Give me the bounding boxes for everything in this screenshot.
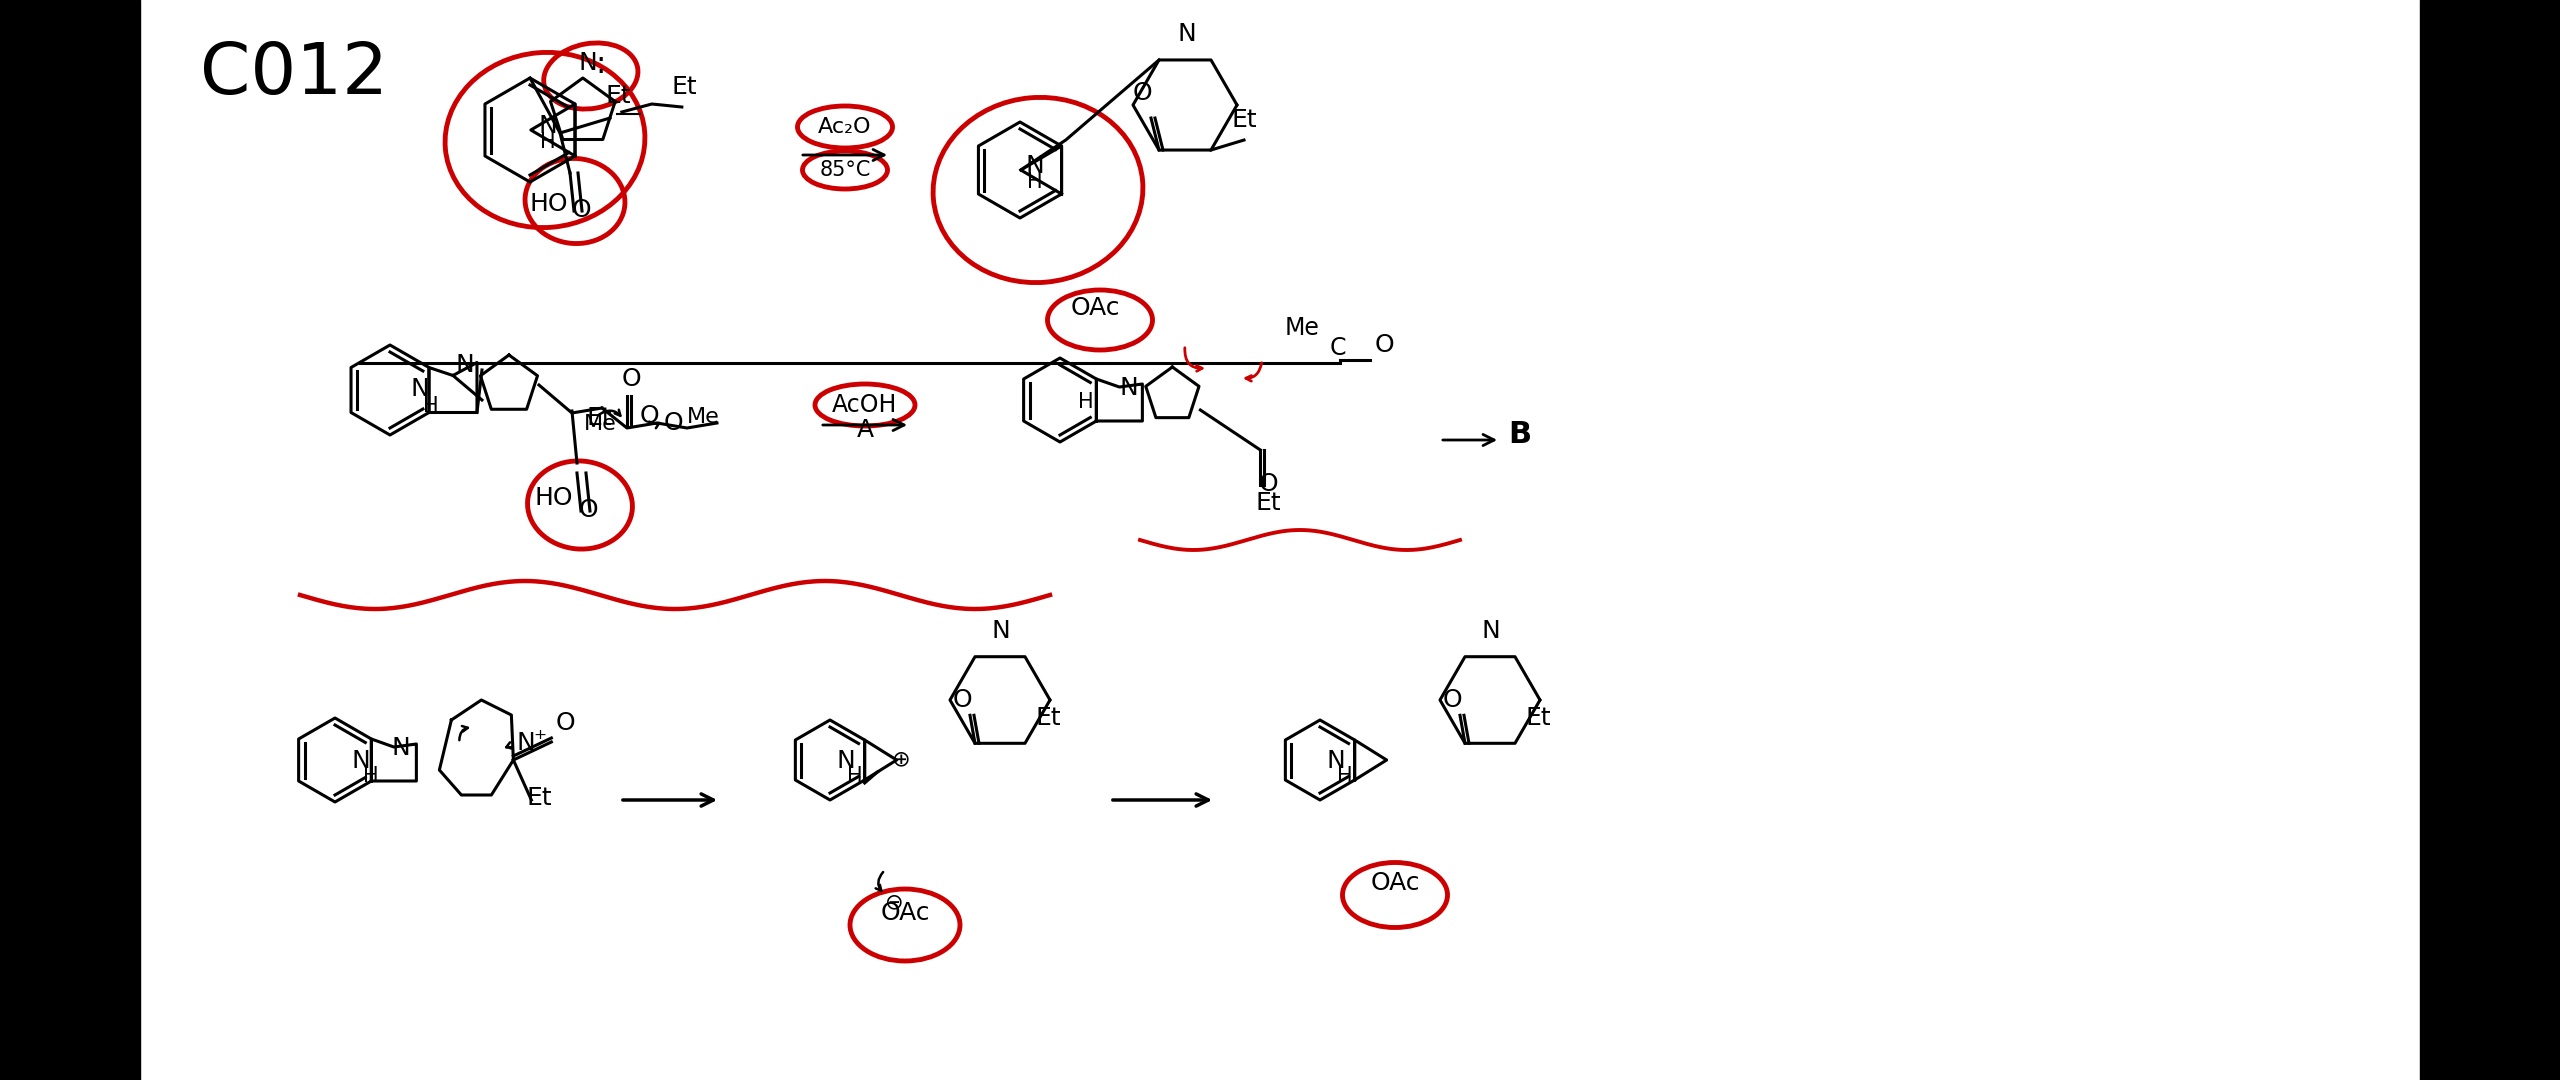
Text: O: O	[663, 411, 684, 435]
Text: N: N	[1178, 22, 1196, 46]
Text: HO: HO	[535, 486, 573, 510]
Text: Et: Et	[527, 786, 553, 810]
Text: O: O	[556, 711, 576, 735]
Text: N: N	[412, 377, 430, 401]
Text: N: N	[993, 619, 1011, 643]
Text: N: N	[392, 735, 410, 760]
Text: H: H	[1336, 766, 1352, 786]
Text: N: N	[1027, 154, 1044, 178]
Text: N: N	[1482, 619, 1500, 643]
Text: OAc: OAc	[881, 901, 929, 924]
Text: H: H	[847, 766, 863, 786]
Text: N: N	[1326, 750, 1347, 773]
Text: C012: C012	[200, 40, 389, 109]
Text: Me: Me	[686, 407, 719, 427]
Text: 85°C: 85°C	[819, 160, 870, 180]
Text: OAc: OAc	[1070, 296, 1119, 320]
Text: Me: Me	[1285, 316, 1321, 340]
Text: Me: Me	[584, 414, 617, 434]
Text: O: O	[952, 688, 973, 713]
Text: H: H	[364, 766, 379, 786]
Text: H: H	[1027, 172, 1042, 192]
Text: OAc: OAc	[1370, 870, 1421, 895]
Text: O: O	[1444, 688, 1462, 713]
Text: O: O	[1375, 333, 1395, 357]
Text: Et: Et	[1231, 108, 1257, 132]
Text: H: H	[1078, 392, 1093, 411]
Text: O: O	[571, 198, 591, 222]
Text: ⊕: ⊕	[891, 750, 911, 769]
Text: N: N	[837, 750, 855, 773]
Text: Et: Et	[1526, 706, 1551, 730]
Text: H: H	[422, 396, 438, 416]
Text: N: N	[351, 750, 371, 773]
Text: O: O	[579, 498, 599, 522]
Text: C: C	[1331, 336, 1347, 360]
Text: N: N	[579, 51, 596, 75]
Text: Et: Et	[1034, 706, 1060, 730]
Text: N: N	[517, 731, 535, 755]
Text: AcOH: AcOH	[832, 393, 899, 417]
Text: Et: Et	[604, 84, 630, 108]
Text: Et: Et	[1254, 491, 1280, 515]
Text: Et: Et	[671, 75, 696, 99]
Text: O: O	[1134, 81, 1152, 105]
Text: O: O	[1260, 472, 1277, 496]
Text: A: A	[858, 418, 873, 442]
Text: B: B	[1508, 420, 1531, 449]
Text: :: :	[596, 50, 607, 79]
Text: Ac₂O: Ac₂O	[819, 117, 873, 137]
Text: N: N	[538, 114, 558, 138]
Text: N: N	[1119, 376, 1139, 400]
Text: Et: Et	[586, 406, 612, 430]
Text: N: N	[456, 353, 474, 377]
Text: ⊖: ⊖	[886, 892, 904, 912]
Text: ⁺: ⁺	[532, 728, 545, 752]
Text: H: H	[540, 132, 556, 152]
Text: O: O	[622, 367, 643, 391]
Text: O: O	[640, 404, 660, 428]
Text: HO: HO	[530, 192, 568, 216]
